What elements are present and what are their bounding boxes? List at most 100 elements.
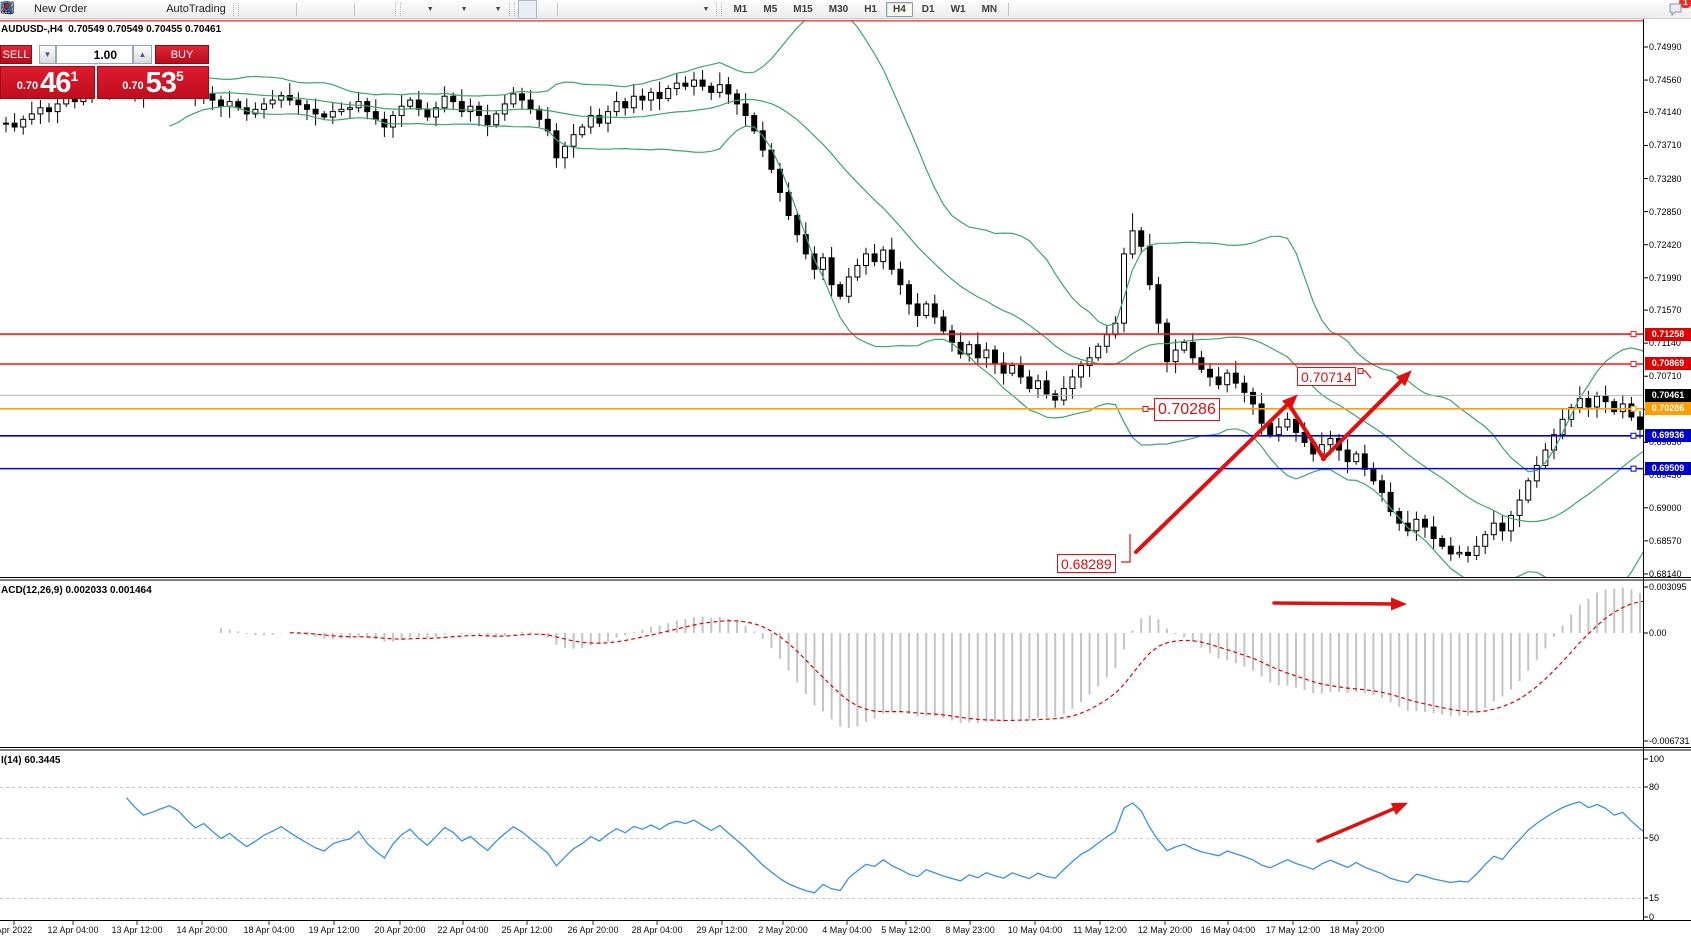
price-tick-0.73710: 0.73710 (1649, 140, 1682, 151)
timeframe-button-W1[interactable]: W1 (950, 3, 966, 15)
auto-scroll-icon[interactable] (1, 1, 375, 18)
price-tick-0.73280: 0.73280 (1649, 173, 1682, 184)
clock-icon (1, 1, 459, 18)
zoom-out-icon[interactable] (1, 1, 334, 18)
bar-chart-icon[interactable] (2, 1, 259, 18)
time-label: 25 Apr 12:00 (501, 925, 553, 935)
text-label-tool-icon[interactable]: T (1, 1, 680, 18)
volume-increase-button[interactable]: ▲ (133, 45, 152, 64)
strategy-tester-icon[interactable] (2, 1, 142, 18)
sell-button[interactable]: SELL (0, 45, 32, 64)
template-icon (1, 1, 493, 18)
search-icon[interactable] (1, 1, 1664, 18)
trend-arrows[interactable] (1121, 368, 1412, 843)
price-tick-0.68140: 0.68140 (1649, 568, 1682, 579)
new-order-button[interactable]: New Order (0, 1, 91, 18)
price-badge-0.69936: 0.69936 (1645, 429, 1691, 443)
channel-tool-icon[interactable]: E (0, 1, 629, 18)
time-label: 28 Apr 04:00 (631, 925, 683, 935)
price-tick-0.71990: 0.71990 (1649, 272, 1682, 283)
timeframe-button-D1[interactable]: D1 (921, 3, 935, 15)
price-tick-0.74140: 0.74140 (1649, 107, 1682, 118)
sell-price-prefix: 0.70 (16, 80, 39, 92)
candle-chart-icon[interactable] (2, 1, 276, 18)
cursor-icon[interactable] (4, 0, 537, 19)
buy-price-button[interactable]: 0.70 53 5 (97, 66, 209, 99)
tile-windows-icon[interactable] (1, 1, 351, 18)
price-tick-0.71140: 0.71140 (1649, 338, 1681, 349)
timeframe-button-M30[interactable]: M30 (828, 3, 849, 15)
macd-indicator (220, 587, 1643, 729)
sell-price-pips: 46 (40, 67, 71, 99)
price-badge-0.71258: 0.71258 (1645, 327, 1691, 341)
time-label: 4 May 04:00 (822, 925, 872, 935)
horizontal-price-lines[interactable] (0, 20, 1643, 472)
volume-decrease-button[interactable]: ▼ (39, 45, 56, 64)
sell-price-point: 1 (70, 68, 79, 84)
fibonacci-tool-icon[interactable]: F (2, 1, 646, 18)
macd-tick--0.006731: -0.006731 (1649, 736, 1690, 746)
crosshair-icon[interactable] (1, 1, 554, 18)
price-tick-0.71570: 0.71570 (1649, 305, 1682, 316)
indicators-button[interactable]: ▼ (0, 1, 438, 18)
text-tool-icon[interactable]: A (4, 1, 663, 18)
time-label: 18 Apr 04:00 (243, 925, 295, 935)
rsi-tick-80: 80 (1649, 782, 1660, 792)
one-click-trading-panel: SELL ▼ ▲ BUY 0.70 46 1 0.70 53 5 (0, 44, 209, 99)
svg-text:A: A (4, 3, 12, 15)
timeframe-switcher: M1 M5 M15 M30 H1 H4 D1 W1 MN (725, 1, 1005, 17)
templates-button[interactable]: ▼ (1, 1, 506, 18)
timeframe-button-M1[interactable]: M1 (733, 3, 748, 15)
chart-symbol-ohlc-label: AUDUSD-,H4 0.70549 0.70549 0.70455 0.704… (1, 24, 222, 35)
chart-shift-icon[interactable] (1, 1, 392, 18)
price-tick-0.69000: 0.69000 (1649, 502, 1682, 513)
pane-borders (0, 19, 1691, 921)
indicator-level-lines (0, 787, 1643, 899)
timeframe-button-H4[interactable]: H4 (885, 1, 913, 17)
timeframe-button-MN[interactable]: MN (981, 3, 998, 15)
zoom-in-icon[interactable] (1, 1, 317, 18)
timeframe-button-H1[interactable]: H1 (864, 3, 877, 15)
periods-button[interactable]: ▼ (1, 1, 472, 18)
notifications-icon[interactable]: 1 (1668, 0, 1691, 18)
arrows-tool-icon (2, 1, 701, 18)
new-order-label: New Order (34, 3, 88, 15)
macd-tick-0.00: 0.00 (1649, 628, 1667, 638)
time-label: 14 Apr 20:00 (176, 925, 228, 935)
vertical-line-tool-icon[interactable] (6, 1, 578, 18)
rsi-tick-100: 100 (1649, 754, 1665, 764)
autotrading-icon (1, 1, 163, 18)
trendline-tool-icon[interactable] (1, 1, 612, 18)
sell-price-button[interactable]: 0.70 46 1 (0, 66, 95, 99)
buy-price-point: 5 (175, 68, 184, 84)
time-label: Apr 2022 (0, 925, 33, 935)
line-chart-icon[interactable] (1, 1, 293, 18)
price-tick-0.70710: 0.70710 (1649, 371, 1682, 382)
price-badge-0.70286: 0.70286 (1645, 402, 1691, 416)
price-tick-0.69850: 0.69850 (1649, 437, 1682, 448)
chevron-down-icon: ▼ (494, 5, 502, 13)
annotation-label-0.70286[interactable]: 0.70286 (1154, 398, 1220, 421)
annotation-label-0.68289[interactable]: 0.68289 (1057, 554, 1116, 573)
annotation-label-0.70714[interactable]: 0.70714 (1297, 367, 1356, 386)
terminal-icon[interactable] (1, 1, 125, 18)
timeframe-button-M15[interactable]: M15 (793, 3, 813, 15)
gold-bar-icon[interactable] (0, 1, 108, 18)
horizontal-line-tool-icon[interactable] (1, 1, 595, 18)
buy-button[interactable]: BUY (155, 45, 209, 64)
price-tick-0.68570: 0.68570 (1649, 535, 1682, 546)
time-label: 5 May 12:00 (881, 925, 931, 935)
price-badge-0.69509: 0.69509 (1645, 462, 1691, 476)
price-tick-0.72420: 0.72420 (1649, 239, 1682, 250)
time-label: 11 May 12:00 (1073, 925, 1127, 935)
volume-input[interactable] (56, 45, 133, 64)
price-tick-0.74560: 0.74560 (1649, 75, 1682, 86)
bollinger-bands (169, 20, 1643, 578)
autotrading-button[interactable]: AutoTrading (1, 1, 230, 18)
rsi-label: I(14) 60.3445 (1, 755, 61, 766)
time-label: 19 Apr 12:00 (308, 925, 360, 935)
price-badge-0.70869: 0.70869 (1645, 357, 1691, 371)
arrows-tool-button[interactable]: ▼ (2, 1, 714, 18)
timeframe-button-M5[interactable]: M5 (763, 3, 778, 15)
